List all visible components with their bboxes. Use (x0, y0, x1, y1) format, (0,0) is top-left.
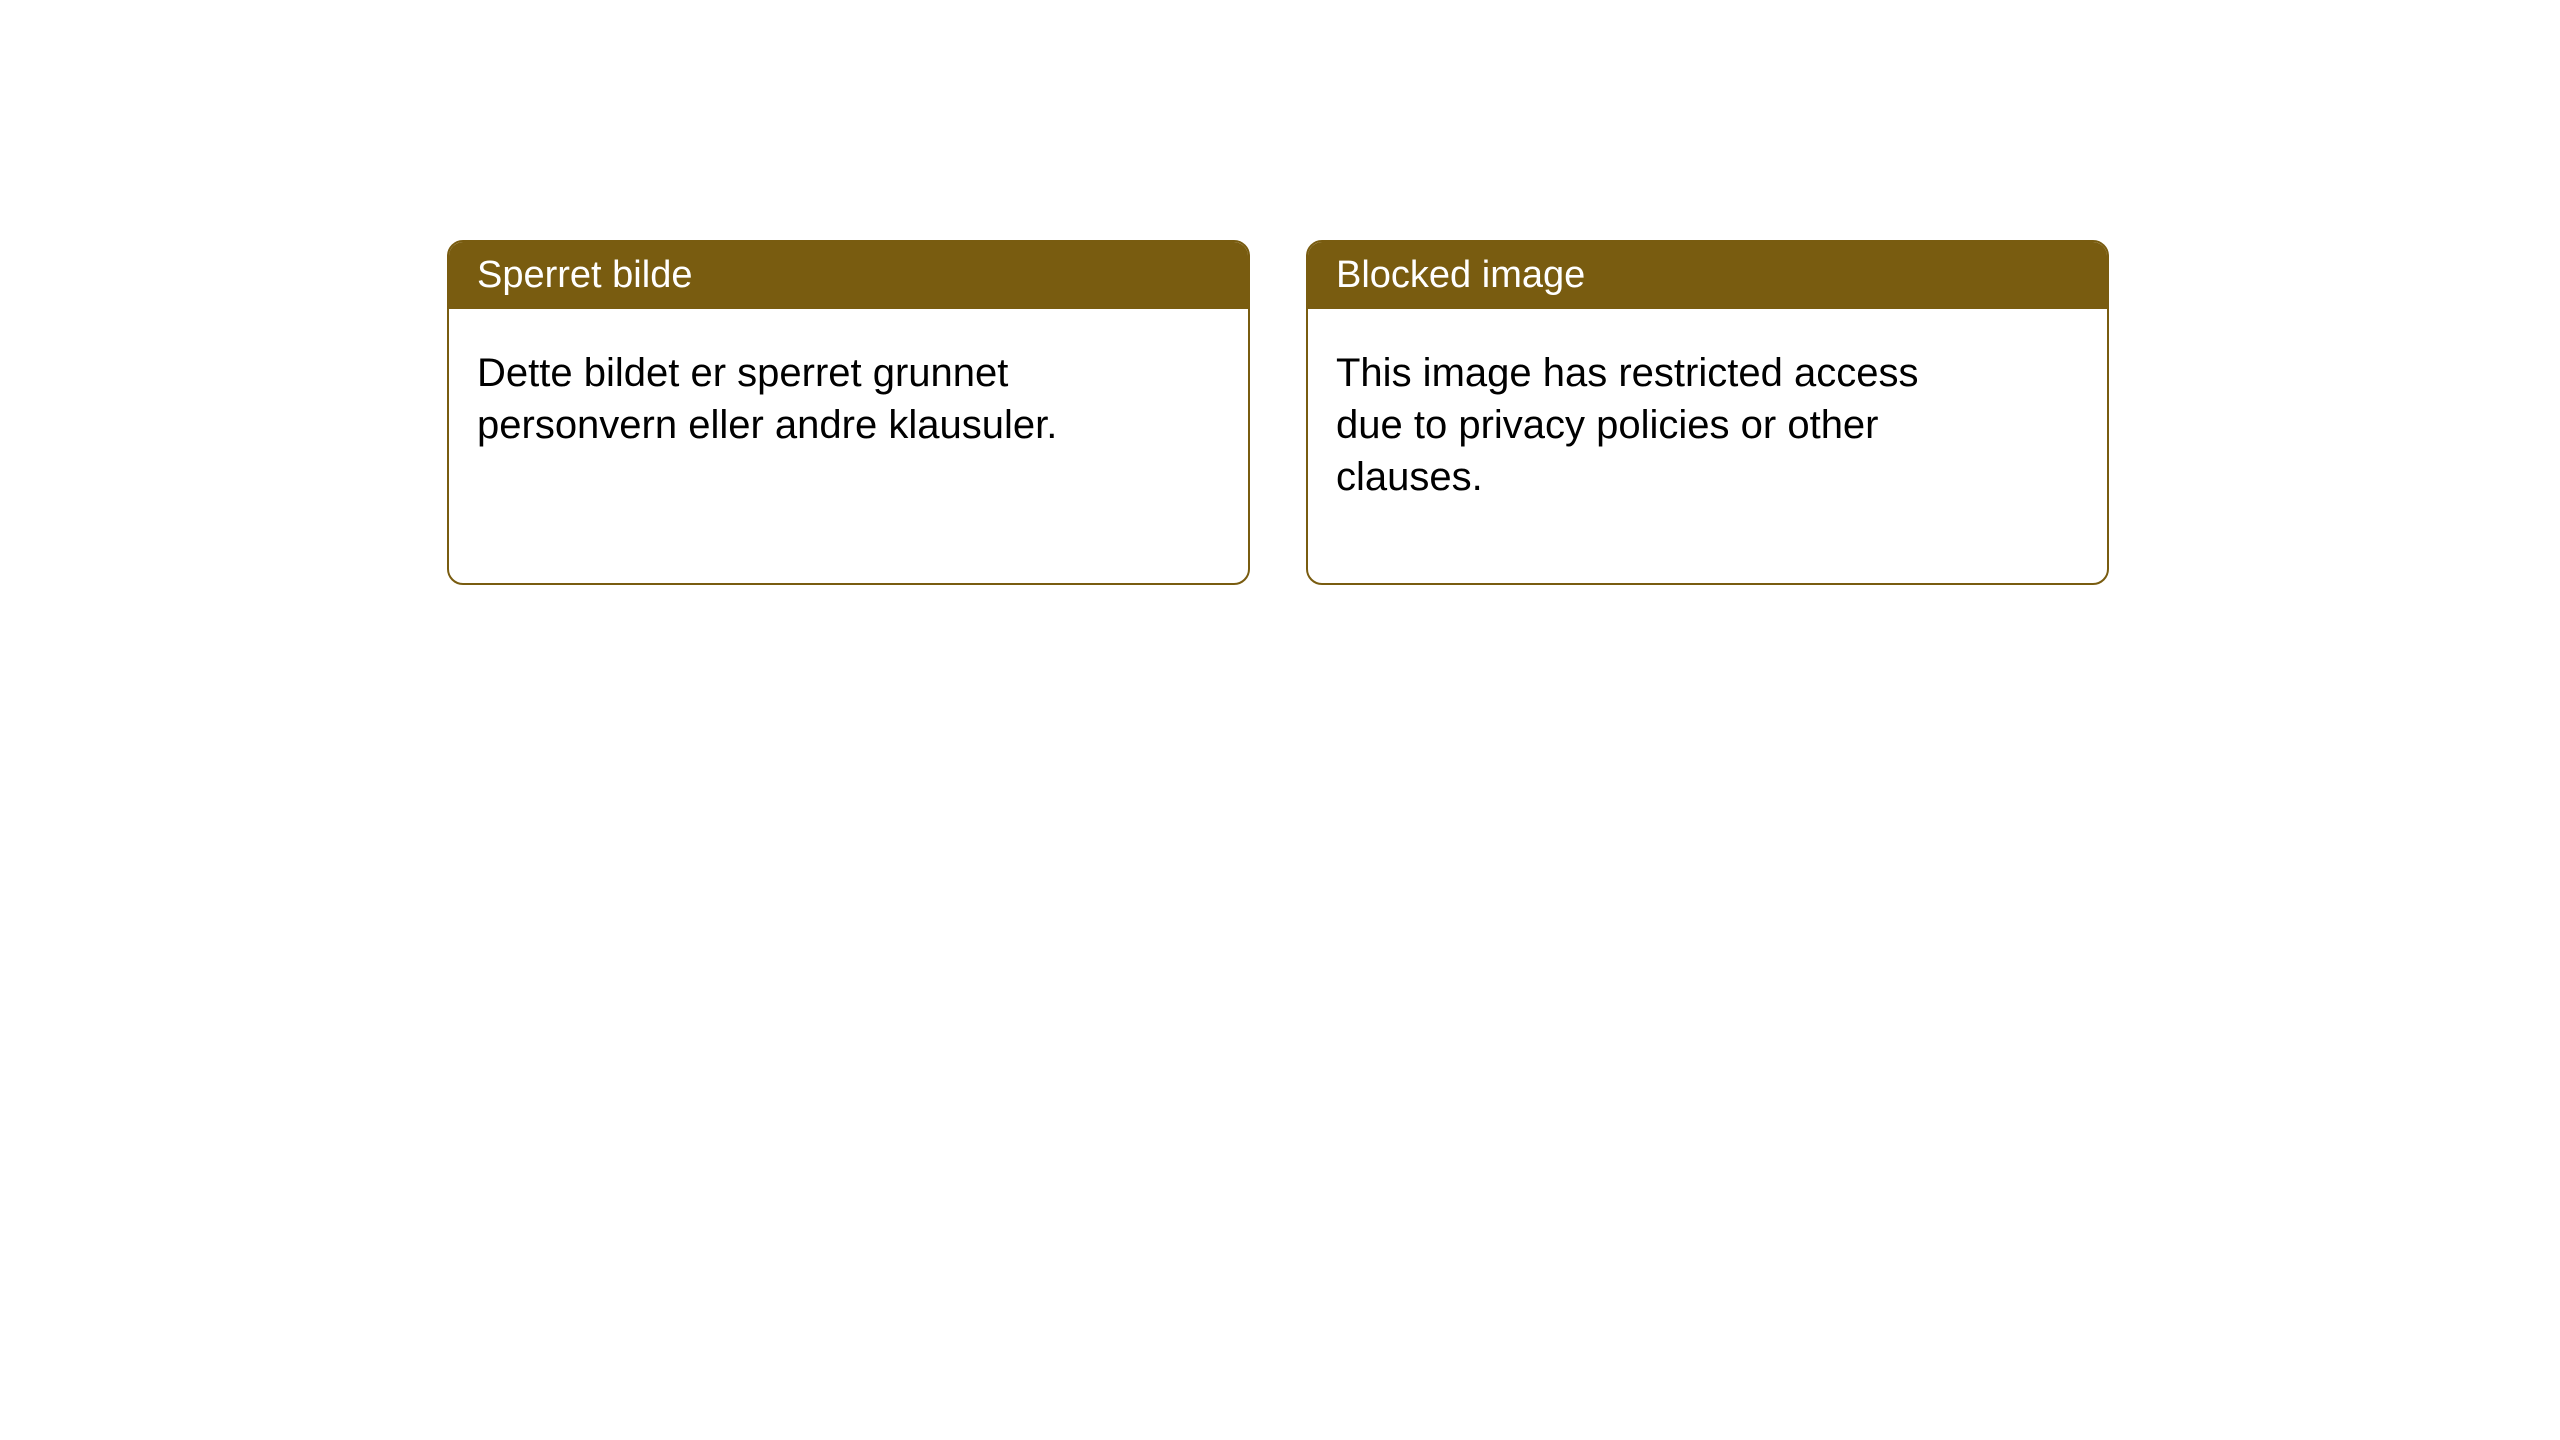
notice-card-message: This image has restricted access due to … (1336, 347, 1996, 503)
notice-card-header: Blocked image (1308, 242, 2107, 309)
notice-card-message: Dette bildet er sperret grunnet personve… (477, 347, 1137, 451)
notice-card-body: Dette bildet er sperret grunnet personve… (449, 309, 1248, 531)
notice-card-english: Blocked image This image has restricted … (1306, 240, 2109, 585)
notice-card-body: This image has restricted access due to … (1308, 309, 2107, 583)
notice-card-norwegian: Sperret bilde Dette bildet er sperret gr… (447, 240, 1250, 585)
notice-card-title: Sperret bilde (477, 254, 692, 296)
notice-cards-container: Sperret bilde Dette bildet er sperret gr… (0, 0, 2560, 585)
notice-card-header: Sperret bilde (449, 242, 1248, 309)
notice-card-title: Blocked image (1336, 254, 1585, 296)
